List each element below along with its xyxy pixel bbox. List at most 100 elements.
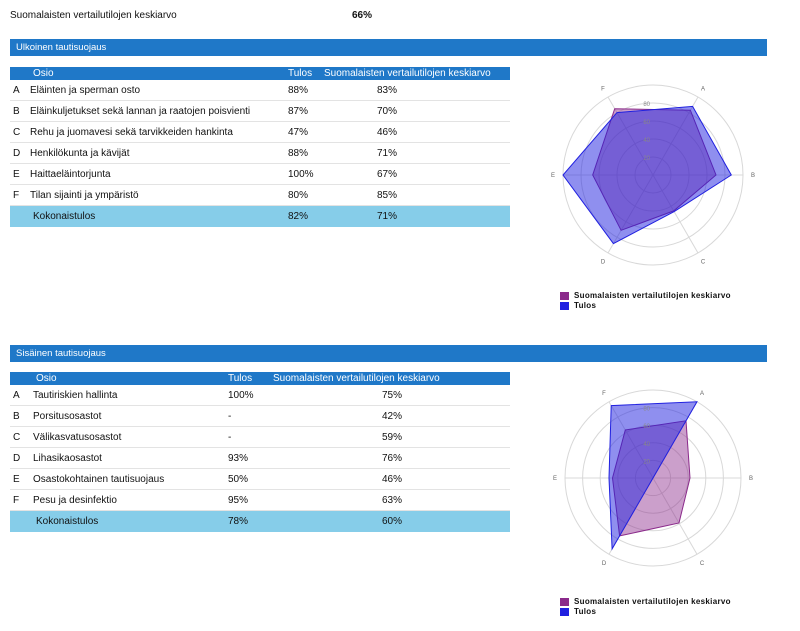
table-row: A Eläinten ja sperman osto 88% 83% — [10, 80, 510, 101]
total-benchmark: 60% — [270, 510, 510, 532]
col-header-osio: Osio — [27, 67, 285, 80]
table-row: C Rehu ja juomavesi sekä tarvikkeiden ha… — [10, 121, 510, 143]
col-header-tulos: Tulos — [225, 372, 270, 385]
radar-chart-internal: 20 40 60 80 A B C D E F — [553, 389, 753, 567]
row-benchmark: 85% — [321, 184, 510, 206]
axis-label: B — [749, 476, 753, 482]
row-result: 100% — [225, 385, 270, 406]
table-row: B Eläinkuljetukset sekä lannan ja raatoj… — [10, 100, 510, 122]
tick-label: 80 — [643, 407, 650, 413]
row-letter: E — [10, 163, 27, 185]
tick-label: 60 — [643, 120, 650, 126]
row-result: - — [225, 426, 270, 448]
external-table: Osio Tulos Suomalaisten vertailutilojen … — [10, 67, 510, 227]
legend-item: Suomalaisten vertailutilojen keskiarvo — [560, 291, 731, 301]
tick-label: 40 — [643, 442, 650, 448]
row-name: Välikasvatusosastot — [30, 426, 225, 448]
axis-label: E — [553, 476, 557, 482]
row-benchmark: 63% — [270, 489, 510, 511]
internal-table: Osio Tulos Suomalaisten vertailutilojen … — [10, 372, 510, 532]
table-row: F Tilan sijainti ja ympäristö 80% 85% — [10, 184, 510, 206]
axis-label: A — [701, 86, 705, 92]
row-letter: B — [10, 405, 30, 427]
table-row: F Pesu ja desinfektio 95% 63% — [10, 489, 510, 511]
legend-item: Tulos — [560, 607, 731, 617]
axis-spoke — [652, 477, 698, 555]
table-row: A Tautiriskien hallinta 100% 75% — [10, 385, 510, 406]
total-benchmark: 71% — [321, 205, 510, 227]
series-polygon-result — [562, 105, 732, 245]
total-row: Kokonaistulos 78% 60% — [10, 510, 510, 532]
row-result: 50% — [225, 468, 270, 490]
total-result: 82% — [285, 205, 321, 227]
row-letter: D — [10, 142, 27, 164]
axis-label: B — [751, 173, 755, 179]
legend-label: Suomalaisten vertailutilojen keskiarvo — [574, 597, 731, 606]
section-band-internal: Sisäinen tautisuojaus — [10, 345, 767, 362]
row-name: Tilan sijainti ja ympäristö — [27, 184, 285, 206]
row-result: 100% — [285, 163, 321, 185]
table-row: D Henkilökunta ja kävijät 88% 71% — [10, 142, 510, 164]
table-header: Osio Tulos Suomalaisten vertailutilojen … — [10, 372, 510, 385]
tick-label: 40 — [643, 138, 650, 144]
row-name: Osastokohtainen tautisuojaus — [30, 468, 225, 490]
legend-external: Suomalaisten vertailutilojen keskiarvo T… — [560, 291, 731, 311]
row-letter: D — [10, 447, 30, 469]
table-header: Osio Tulos Suomalaisten vertailutilojen … — [10, 67, 510, 80]
row-benchmark: 83% — [321, 80, 510, 101]
tick-label: 60 — [643, 424, 650, 430]
legend-swatch — [560, 608, 569, 616]
row-name: Tautiriskien hallinta — [30, 385, 225, 406]
axis-label: C — [700, 561, 705, 567]
summary-value: 66% — [352, 10, 373, 21]
row-name: Henkilökunta ja kävijät — [27, 142, 285, 164]
row-name: Pesu ja desinfektio — [30, 489, 225, 511]
legend-swatch — [560, 302, 569, 310]
legend-item: Suomalaisten vertailutilojen keskiarvo — [560, 597, 731, 607]
axis-label: F — [602, 391, 606, 397]
col-header-tulos: Tulos — [285, 67, 321, 80]
row-name: Haittaeläintorjunta — [27, 163, 285, 185]
row-result: 88% — [285, 142, 321, 164]
table-row: C Välikasvatusosastot - 59% — [10, 426, 510, 448]
row-name: Rehu ja juomavesi sekä tarvikkeiden hank… — [27, 121, 285, 143]
section-band-external: Ulkoinen tautisuojaus — [10, 39, 767, 56]
tick-label: 20 — [643, 459, 650, 465]
row-letter: E — [10, 468, 30, 490]
total-result: 78% — [225, 510, 270, 532]
row-benchmark: 70% — [321, 100, 510, 122]
row-benchmark: 59% — [270, 426, 510, 448]
series-polygon-result — [608, 401, 698, 551]
table-row: E Osastokohtainen tautisuojaus 50% 46% — [10, 468, 510, 490]
row-name: Lihasikaosastot — [30, 447, 225, 469]
legend-label: Tulos — [574, 607, 597, 616]
legend-swatch — [560, 292, 569, 300]
axis-label: A — [700, 391, 704, 397]
row-result: - — [225, 405, 270, 427]
row-result: 88% — [285, 80, 321, 101]
axis-label: D — [601, 260, 606, 266]
row-letter: A — [10, 385, 30, 406]
tick-label: 20 — [643, 156, 650, 162]
row-name: Eläinten ja sperman osto — [27, 80, 285, 101]
total-label: Kokonaistulos — [30, 510, 225, 532]
row-benchmark: 71% — [321, 142, 510, 164]
row-result: 95% — [225, 489, 270, 511]
row-result: 93% — [225, 447, 270, 469]
total-label: Kokonaistulos — [27, 205, 285, 227]
col-header-benchmark: Suomalaisten vertailutilojen keskiarvo — [270, 372, 510, 385]
summary-label: Suomalaisten vertailutilojen keskiarvo — [10, 10, 177, 21]
row-benchmark: 75% — [270, 385, 510, 406]
legend-label: Tulos — [574, 301, 597, 310]
row-letter: F — [10, 184, 27, 206]
legend-swatch — [560, 598, 569, 606]
row-letter: A — [10, 80, 27, 101]
table-row: E Haittaeläintorjunta 100% 67% — [10, 163, 510, 185]
tick-label: 80 — [643, 102, 650, 108]
axis-label: F — [601, 86, 605, 92]
legend-label: Suomalaisten vertailutilojen keskiarvo — [574, 291, 731, 300]
row-letter: C — [10, 121, 27, 143]
row-benchmark: 42% — [270, 405, 510, 427]
axis-label: C — [701, 260, 706, 266]
row-letter: F — [10, 489, 30, 511]
